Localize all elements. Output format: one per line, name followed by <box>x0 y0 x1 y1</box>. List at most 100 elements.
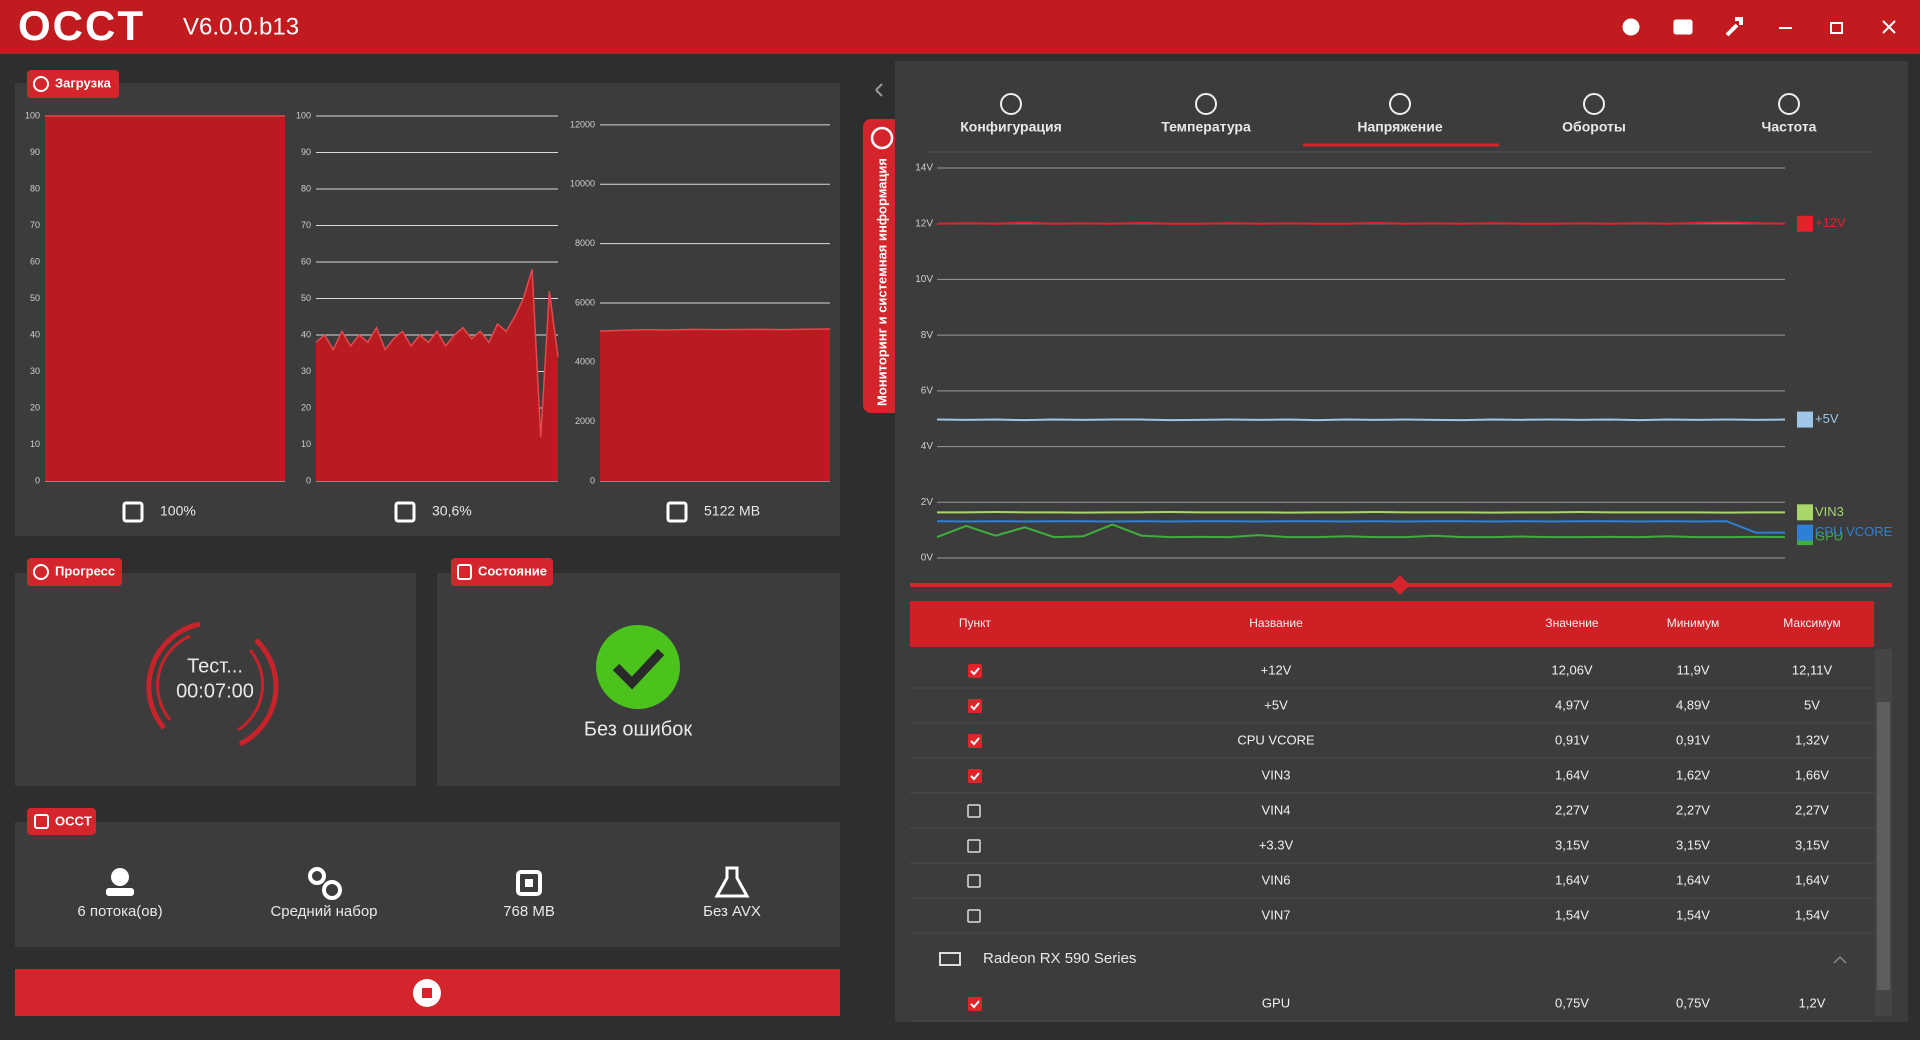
progress-ring <box>146 621 279 747</box>
check <box>970 1000 980 1009</box>
cell: 1,54V <box>1795 907 1829 922</box>
legend-swatch <box>1797 411 1813 428</box>
y-tick-label: 20 <box>301 402 311 412</box>
icon <box>34 814 49 829</box>
checkbox[interactable] <box>967 909 981 923</box>
y-tick-label: 80 <box>301 183 311 193</box>
checkbox-checked[interactable] <box>968 769 982 783</box>
window-controls[interactable] <box>1622 17 1896 37</box>
y-tick-label: 50 <box>30 293 40 303</box>
checkbox[interactable] <box>967 839 981 853</box>
load-line <box>315 269 559 438</box>
screenshot-button[interactable] <box>1673 19 1693 35</box>
y-tick-label: 50 <box>301 293 311 303</box>
arc <box>156 634 191 721</box>
close-button[interactable] <box>1882 20 1896 34</box>
y-tick-label: 14V <box>915 163 933 174</box>
splitter-handle[interactable] <box>1390 575 1410 595</box>
table-header <box>910 601 1874 647</box>
y-tick-label: 30 <box>30 366 40 376</box>
y-tick-label: 0 <box>35 475 40 485</box>
stop-icon <box>422 988 432 998</box>
scrollbar-thumb[interactable] <box>1877 702 1890 990</box>
y-tick-label: 6V <box>921 385 934 396</box>
tab[interactable]: Обороты <box>1562 119 1626 135</box>
y-tick-label: 90 <box>30 147 40 157</box>
tab-icon <box>1195 93 1217 115</box>
icon <box>457 564 472 580</box>
cell: CPU VCORE <box>1237 732 1315 747</box>
occt-item: Средний набор <box>270 903 377 920</box>
panel-label: Прогресс <box>55 563 115 578</box>
cell: 1,32V <box>1795 732 1829 747</box>
side-tab[interactable] <box>863 119 902 413</box>
checkbox-checked[interactable] <box>968 699 982 713</box>
side-tab-label: Мониторинг и системная информация <box>874 158 889 406</box>
legend-swatch <box>1797 215 1813 232</box>
cell: VIN4 <box>1262 802 1291 817</box>
icon <box>33 76 49 92</box>
y-tick-label: 40 <box>30 329 40 339</box>
y-tick-label: 60 <box>30 256 40 266</box>
check <box>612 648 665 690</box>
tab[interactable]: Частота <box>1762 119 1817 135</box>
checkbox[interactable] <box>967 874 981 888</box>
occt-item: 6 потока(ов) <box>77 903 162 920</box>
tab[interactable]: Температура <box>1161 119 1251 135</box>
y-tick-label: 10000 <box>570 179 595 189</box>
caption-icon <box>394 501 416 523</box>
tab[interactable]: Напряжение <box>1357 119 1442 135</box>
legend-label: GPU <box>1815 529 1843 544</box>
load-line <box>599 328 831 332</box>
icon <box>525 879 533 887</box>
arc <box>146 621 201 730</box>
tab[interactable]: Конфигурация <box>960 119 1062 135</box>
y-tick-label: 0 <box>590 475 595 485</box>
tab-icon <box>1000 93 1022 115</box>
checkbox-checked[interactable] <box>968 734 982 748</box>
y-tick-label: 40 <box>301 329 311 339</box>
cell: 0,91V <box>1676 732 1710 747</box>
cell: VIN3 <box>1262 767 1291 782</box>
y-tick-label: 70 <box>301 220 311 230</box>
cell: 1,62V <box>1676 767 1710 782</box>
tab-icon <box>1778 93 1800 115</box>
y-tick-label: 10 <box>301 439 311 449</box>
restore-button[interactable] <box>1830 22 1843 34</box>
collapse-arrow[interactable] <box>875 83 883 97</box>
y-tick-label: 8V <box>921 330 934 341</box>
y-tick-label: 20 <box>30 402 40 412</box>
y-tick-label: 4V <box>921 441 934 452</box>
icon <box>714 866 750 898</box>
check <box>970 737 980 746</box>
icon <box>111 868 129 886</box>
caption-icon <box>122 501 144 523</box>
legend-label: VIN3 <box>1815 504 1844 519</box>
cell: 4,97V <box>1555 697 1589 712</box>
arc <box>238 638 279 747</box>
cell: 2,27V <box>1676 802 1710 817</box>
y-tick-label: 80 <box>30 183 40 193</box>
cell: 1,2V <box>1799 995 1826 1010</box>
legend-swatch <box>1797 524 1813 541</box>
cell: 3,15V <box>1676 837 1710 852</box>
check <box>970 772 980 781</box>
load-area <box>45 116 285 481</box>
badge <box>451 558 553 586</box>
version: V6.0.0.b13 <box>183 13 299 40</box>
checkbox-checked[interactable] <box>968 997 982 1011</box>
checkbox[interactable] <box>967 804 981 818</box>
checkbox-checked[interactable] <box>968 664 982 678</box>
settings-button[interactable] <box>1725 17 1743 37</box>
cell: VIN6 <box>1262 872 1291 887</box>
info-button[interactable] <box>1622 18 1640 36</box>
cell: 1,64V <box>1795 872 1829 887</box>
load-area <box>600 329 830 481</box>
cell: 0,75V <box>1555 995 1589 1010</box>
state-status: Без ошибок <box>584 718 692 740</box>
group-caret[interactable] <box>1833 955 1847 964</box>
legend-label: +12V <box>1815 215 1846 230</box>
column-header: Минимум <box>1667 616 1720 630</box>
